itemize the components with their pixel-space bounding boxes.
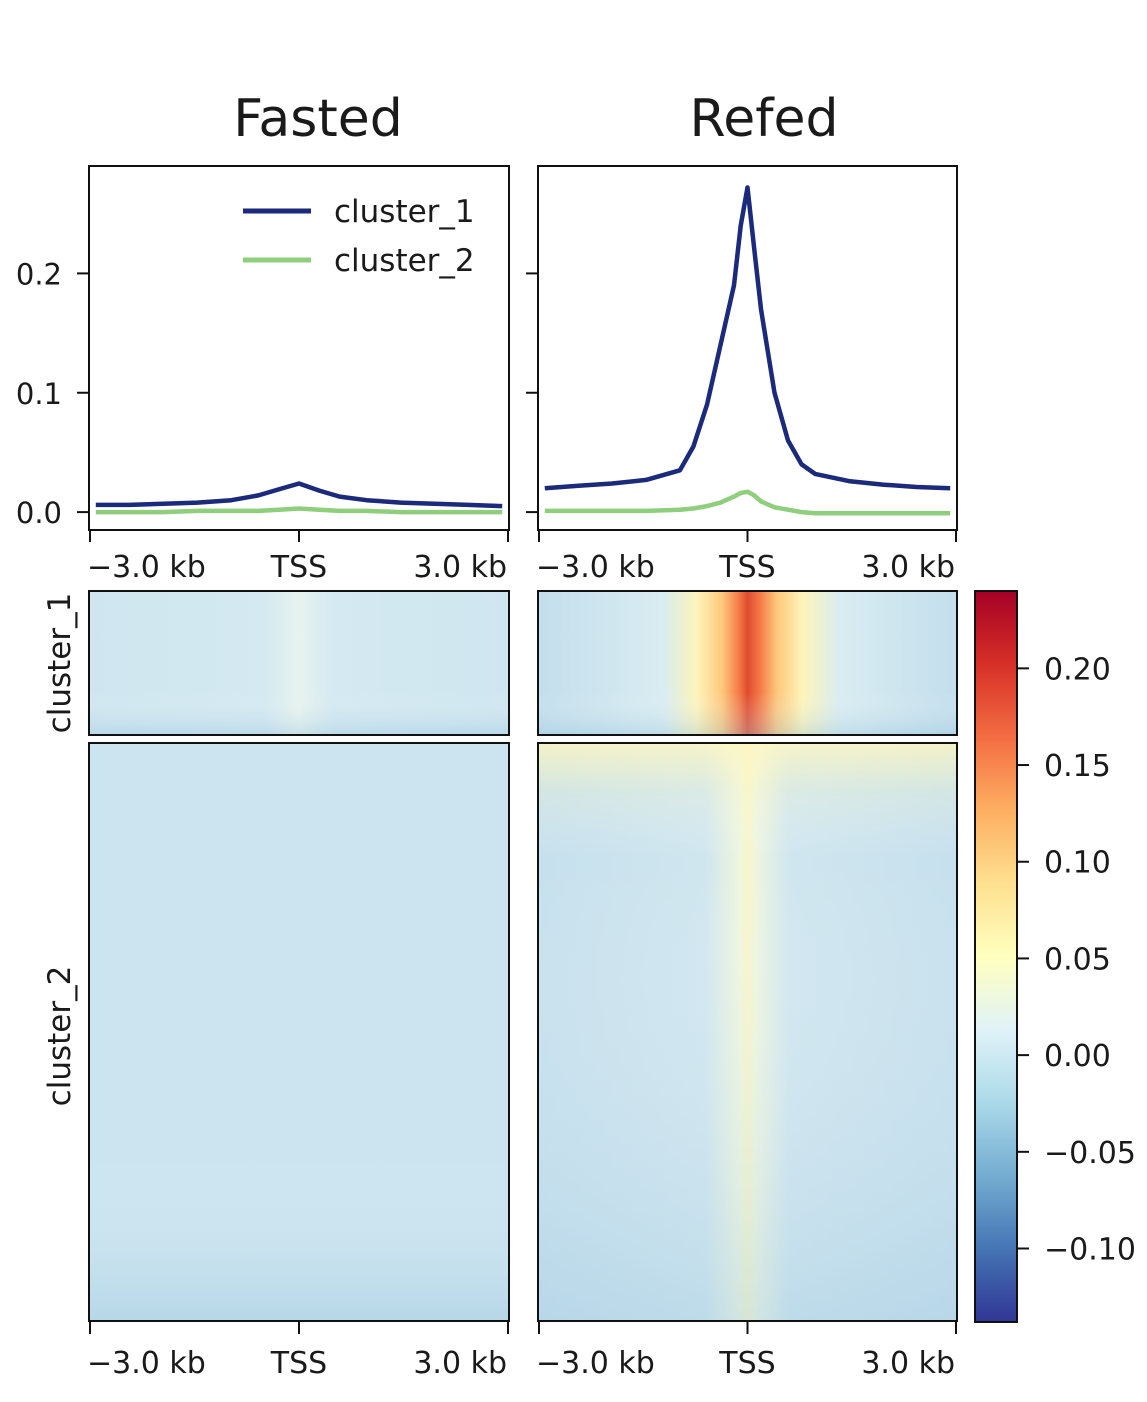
colorbar-gradient (974, 590, 1018, 1323)
colorbar: 0.20 0.15 0.10 0.05 0.00 −0.05 −0.10 (974, 590, 1136, 1323)
heatmap-refed-cluster-1-shade (538, 591, 957, 735)
heatmap-fasted (88, 590, 510, 1322)
profile-plot-fasted (88, 165, 510, 531)
panel-title-refed: Refed (689, 89, 838, 149)
profile-frame-fasted (88, 165, 510, 531)
line-fasted-cluster-2 (95, 506, 503, 515)
heatmap-refed (537, 590, 958, 1322)
heatmap-fasted-cluster-1-frame (88, 590, 510, 736)
heatmap-fasted-cluster-2-shade (89, 743, 509, 1321)
colorbar-tick-label: −0.05 (1044, 1136, 1136, 1171)
xtick-label: −3.0 kb (536, 550, 655, 585)
xtick-label: TSS (718, 1346, 775, 1381)
xtick-label: −3.0 kb (87, 550, 206, 585)
xtick-label: TSS (718, 550, 775, 585)
heatmap-x-axis: −3.0 kb TSS 3.0 kb −3.0 kb TSS 3.0 kb (87, 1322, 957, 1381)
row-label-cluster-1: cluster_1 (42, 593, 78, 734)
xtick-label: 3.0 kb (861, 1346, 955, 1381)
profile-plot-refed (537, 165, 958, 531)
profile-ytick-label: 0.0 (16, 496, 62, 530)
xtick-label: 3.0 kb (861, 550, 955, 585)
colorbar-tick-label: 0.10 (1044, 846, 1111, 881)
heatmap-refed-cluster-2-shade (538, 743, 957, 1321)
profile-x-axis: −3.0 kb TSS 3.0 kb −3.0 kb TSS 3.0 kb (87, 530, 957, 585)
xtick-label: TSS (270, 1346, 327, 1381)
legend-label-cluster-1: cluster_1 (334, 194, 475, 230)
colorbar-tick-label: −0.10 (1044, 1233, 1136, 1268)
heatmap-fasted-cluster-1-shade (89, 591, 509, 735)
legend: cluster_1 cluster_2 (243, 194, 475, 279)
heatmap-fasted-cluster-2-frame (88, 742, 510, 1322)
heatmap-refed-cluster-2-frame (537, 742, 958, 1322)
colorbar-tick-label: 0.00 (1044, 1039, 1111, 1074)
panel-title-fasted: Fasted (233, 89, 402, 149)
profile-ytick-label: 0.1 (16, 377, 62, 411)
row-label-cluster-2: cluster_2 (42, 966, 78, 1107)
colorbar-tick-label: 0.15 (1044, 749, 1111, 784)
colorbar-ticks: 0.20 0.15 0.10 0.05 0.00 −0.05 −0.10 (1017, 652, 1136, 1268)
colorbar-tick-label: 0.05 (1044, 942, 1111, 977)
xtick-label: 3.0 kb (413, 550, 507, 585)
xtick-label: −3.0 kb (536, 1346, 655, 1381)
xtick-label: 3.0 kb (413, 1346, 507, 1381)
profile-ytick-label: 0.2 (16, 257, 62, 291)
line-refed-cluster-1 (544, 185, 951, 491)
profile-y-axis: 0.0 0.1 0.2 (16, 257, 538, 530)
profile-frame-refed (537, 165, 958, 531)
xtick-label: −3.0 kb (87, 1346, 206, 1381)
line-refed-cluster-2 (544, 489, 951, 516)
line-fasted-cluster-1 (95, 481, 503, 509)
xtick-label: TSS (270, 550, 327, 585)
colorbar-tick-label: 0.20 (1044, 652, 1111, 687)
legend-label-cluster-2: cluster_2 (334, 243, 475, 279)
heatmap-refed-cluster-1-frame (537, 590, 958, 736)
